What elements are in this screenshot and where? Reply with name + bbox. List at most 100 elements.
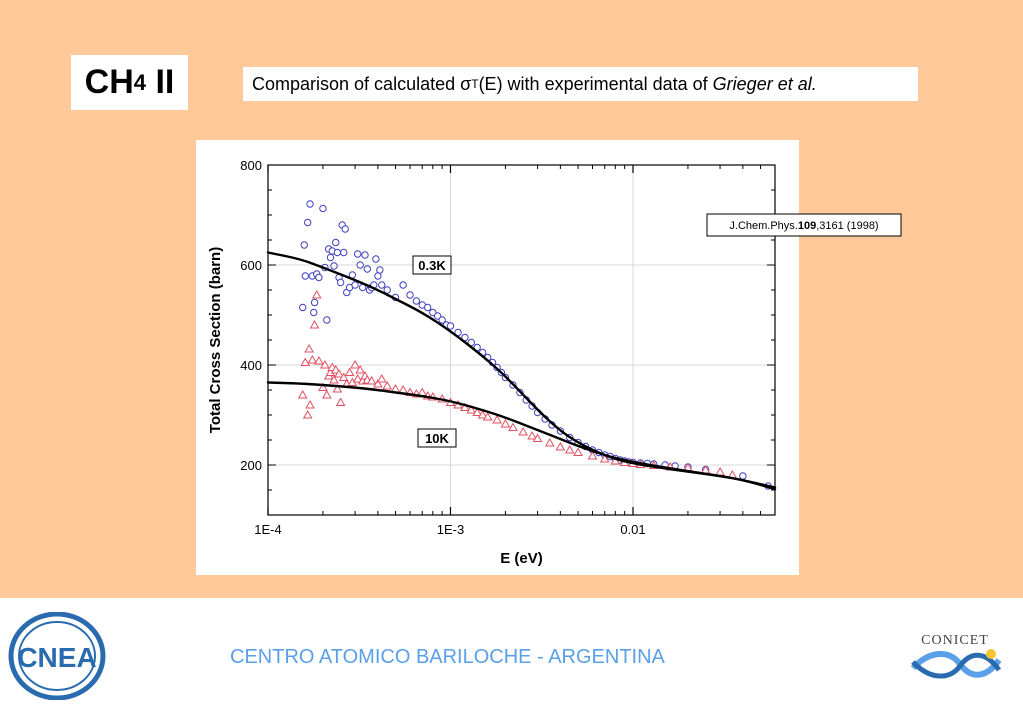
circle-point: [333, 248, 342, 257]
y-axis-label: Total Cross Section (barn): [207, 247, 224, 433]
triangle-point: [376, 373, 387, 383]
circle-point: [303, 218, 312, 227]
triangle-point: [321, 389, 332, 399]
triangle-point: [599, 453, 610, 463]
triangle-point: [305, 399, 315, 409]
reference-box: [706, 213, 902, 237]
circle-point: [361, 251, 369, 259]
triangle-point: [314, 355, 324, 365]
triangle-point: [311, 289, 322, 299]
y-tick-label: 200: [240, 458, 262, 473]
triangle-point: [508, 422, 518, 431]
triangle-point: [544, 437, 555, 447]
conicet-logo-text: CONICET: [921, 633, 989, 648]
triangle-point: [573, 447, 583, 456]
reference-pages: ,3161 (1998): [816, 220, 878, 232]
circle-point: [446, 322, 455, 330]
plot-area: [268, 165, 775, 515]
triangle-point: [500, 418, 511, 428]
circle-point: [406, 291, 414, 299]
circle-point: [326, 253, 335, 262]
triangle-point: [518, 426, 528, 436]
label-10k-box: [417, 428, 457, 448]
circle-point: [340, 248, 348, 257]
triangle-point: [304, 343, 314, 353]
label-10k: 10K: [417, 428, 457, 448]
circle-point: [310, 298, 319, 307]
triangle-point: [309, 319, 320, 329]
circle-point: [372, 255, 380, 263]
triangle-point: [297, 389, 308, 399]
circle-point: [356, 261, 364, 269]
circle-point: [376, 266, 384, 274]
circle-point: [433, 312, 442, 320]
triangle-point: [472, 407, 483, 416]
triangle-point: [460, 402, 470, 411]
circle-point: [310, 308, 318, 317]
triangle-point: [350, 359, 360, 369]
y-tick-label: 600: [240, 258, 262, 273]
circle-point: [299, 303, 307, 312]
circle-point: [412, 297, 421, 305]
reference-label: J.Chem.Phys.109,3161 (1998): [706, 213, 902, 237]
circle-point: [461, 333, 469, 342]
cnea-logo-text: CNEA: [17, 642, 96, 673]
circle-point: [323, 316, 331, 324]
circle-point: [336, 278, 345, 287]
title-main: CH: [84, 63, 134, 101]
x-tick-label: 0.01: [620, 522, 645, 537]
triangle-point: [318, 382, 328, 391]
curve-10k: [266, 381, 777, 489]
x-tick-label: 1E-3: [437, 522, 464, 537]
circle-point: [315, 273, 323, 282]
triangle-point: [329, 374, 339, 384]
triangle-point: [477, 409, 488, 419]
triangle-point: [527, 430, 537, 440]
circle-point: [429, 308, 437, 317]
circle-point: [332, 238, 340, 247]
circle-point: [319, 204, 327, 213]
circle-point: [374, 272, 382, 280]
label-10k-text: 10K: [425, 431, 449, 446]
label-0.3k-box: [412, 255, 452, 275]
triangle-point: [334, 368, 344, 378]
triangle-point: [366, 375, 377, 385]
circle-point: [739, 472, 747, 480]
circle-point: [353, 250, 362, 258]
triangle-point: [355, 364, 366, 374]
circle-point: [363, 265, 371, 273]
label-0.3k: 0.3K: [412, 255, 452, 275]
triangle-point: [307, 354, 318, 364]
footer-institution: CENTRO ATOMICO BARILOCHE - ARGENTINA: [230, 646, 665, 668]
reference-volume: 109: [798, 220, 816, 232]
triangle-point: [302, 409, 313, 419]
subtitle-italic: Grieger et al.: [712, 73, 817, 94]
label-0.3k-text: 0.3K: [418, 258, 446, 273]
triangle-point: [382, 380, 393, 390]
triangle-point: [373, 378, 383, 388]
title-tail: II: [146, 63, 175, 101]
triangle-point: [564, 444, 575, 454]
cnea-logo-icon: CNEA: [8, 612, 106, 700]
circle-point: [383, 286, 391, 294]
footer-bar: [0, 598, 1023, 708]
triangle-point: [587, 450, 598, 460]
circle-point: [438, 316, 446, 324]
circle-point: [399, 281, 407, 289]
slide-subtitle: Comparison of calculated σ T (E) with expe…: [243, 67, 918, 101]
triangle-point: [466, 404, 477, 414]
triangle-point: [352, 373, 363, 383]
circle-point: [378, 281, 386, 289]
circle-point: [341, 225, 349, 233]
triangle-point: [344, 367, 355, 376]
subtitle-mid: (E) with experimental data of: [478, 73, 713, 94]
triangle-point: [320, 359, 330, 369]
triangle-point: [338, 372, 349, 381]
conicet-logo-icon: CONICET: [910, 633, 1002, 679]
reference-journal: J.Chem.Phys.: [729, 220, 797, 232]
x-axis-label: E (eV): [500, 550, 543, 567]
triangle-point: [555, 441, 566, 451]
x-tick-label: 1E-4: [254, 522, 281, 537]
triangle-point: [482, 411, 493, 421]
reference-text: J.Chem.Phys.109,3161 (1998): [729, 220, 878, 232]
